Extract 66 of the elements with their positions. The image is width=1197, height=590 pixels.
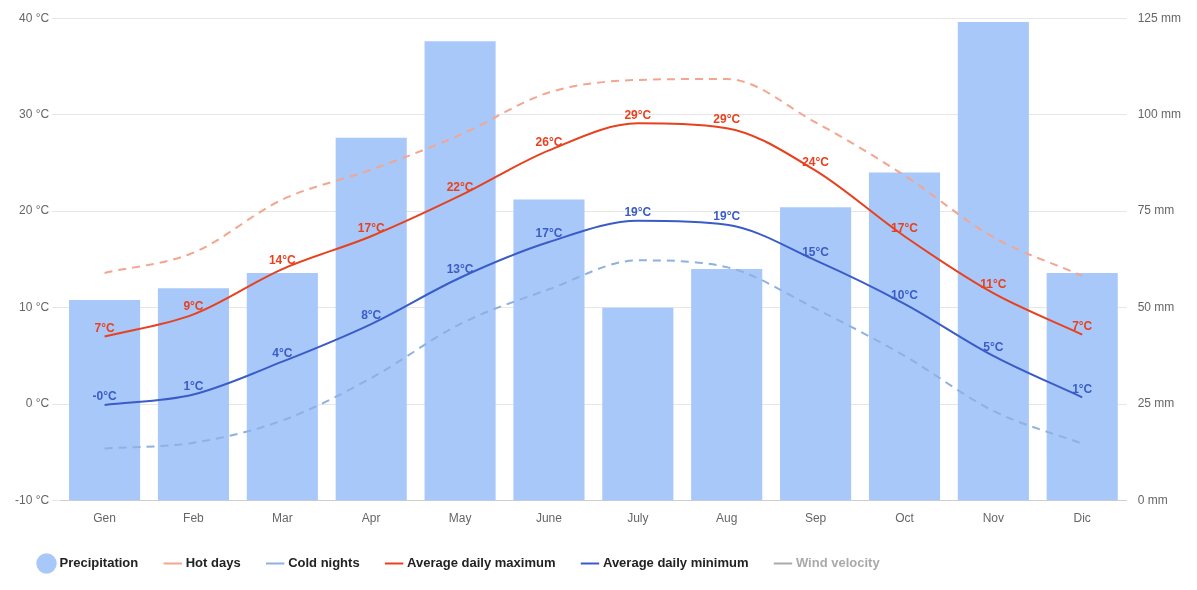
y-tick-label: 10 °C bbox=[18, 299, 50, 314]
data-label: 11°C bbox=[980, 277, 1007, 292]
y-tick-label: 0 °C bbox=[25, 396, 50, 411]
legend-label: Wind velocity bbox=[795, 555, 881, 571]
x-tick-label: Oct bbox=[895, 511, 915, 526]
y2-tick-label: 50 mm bbox=[1137, 299, 1175, 314]
data-label: 7°C bbox=[1072, 318, 1093, 333]
legend-label: Cold nights bbox=[288, 555, 360, 571]
data-label: 5°C bbox=[983, 340, 1004, 355]
data-label: 29°C bbox=[624, 107, 652, 122]
data-label: 4°C bbox=[272, 345, 293, 360]
y-tick-label: -10 °C bbox=[14, 492, 50, 507]
x-tick-label: Sep bbox=[804, 511, 827, 526]
x-tick-label: Nov bbox=[982, 511, 1005, 526]
data-label: 10°C bbox=[891, 288, 919, 303]
legend-label: Hot days bbox=[185, 555, 241, 571]
y-tick-label: 30 °C bbox=[18, 106, 50, 121]
x-tick-label: Apr bbox=[361, 511, 381, 526]
x-tick-label: Dic bbox=[1073, 511, 1091, 526]
data-label: 13°C bbox=[446, 262, 474, 277]
x-tick-label: Feb bbox=[183, 511, 205, 526]
data-label: 22°C bbox=[446, 180, 474, 195]
data-label: 17°C bbox=[891, 220, 919, 235]
bar bbox=[157, 288, 230, 501]
legend-label: Precipitation bbox=[59, 555, 139, 571]
bar bbox=[246, 272, 318, 501]
y-tick-label: 40 °C bbox=[18, 10, 50, 25]
x-tick-label: July bbox=[627, 511, 649, 526]
data-label: 1°C bbox=[183, 378, 204, 393]
data-label: 7°C bbox=[94, 320, 115, 335]
bar bbox=[69, 299, 141, 501]
data-label: 8°C bbox=[361, 308, 382, 323]
y2-tick-label: 0 mm bbox=[1137, 492, 1168, 507]
bar bbox=[957, 22, 1029, 501]
bar bbox=[602, 307, 674, 501]
line-series bbox=[103, 77, 1084, 277]
data-label: 1°C bbox=[1072, 381, 1093, 396]
data-label: 17°C bbox=[535, 226, 563, 241]
data-label: 17°C bbox=[357, 220, 385, 235]
data-label: 19°C bbox=[624, 205, 652, 220]
y2-tick-label: 75 mm bbox=[1137, 203, 1175, 218]
x-tick-label: Aug bbox=[716, 511, 738, 526]
bar bbox=[513, 199, 585, 501]
bar bbox=[691, 269, 763, 501]
x-tick-label: Mar bbox=[272, 511, 293, 526]
data-label: 19°C bbox=[713, 208, 741, 223]
legend-label: Average daily minimum bbox=[602, 555, 749, 571]
legend-label: Average daily maximum bbox=[407, 555, 556, 571]
data-label: -0°C bbox=[92, 389, 117, 404]
data-label: 9°C bbox=[183, 298, 204, 313]
data-label: 15°C bbox=[802, 244, 830, 259]
x-tick-label: May bbox=[448, 511, 472, 526]
data-label: 29°C bbox=[713, 112, 741, 127]
bar bbox=[1046, 272, 1118, 501]
data-label: 26°C bbox=[535, 134, 563, 149]
bar bbox=[868, 172, 941, 501]
bar bbox=[424, 41, 496, 501]
x-tick-label: June bbox=[535, 511, 563, 526]
bar bbox=[780, 207, 852, 501]
y2-tick-label: 125 mm bbox=[1137, 10, 1182, 25]
bar bbox=[335, 137, 407, 501]
y-tick-label: 20 °C bbox=[18, 203, 50, 218]
data-label: 14°C bbox=[268, 253, 297, 268]
y2-tick-label: 100 mm bbox=[1137, 106, 1182, 121]
y2-tick-label: 25 mm bbox=[1137, 396, 1175, 411]
x-tick-label: Gen bbox=[93, 511, 116, 526]
